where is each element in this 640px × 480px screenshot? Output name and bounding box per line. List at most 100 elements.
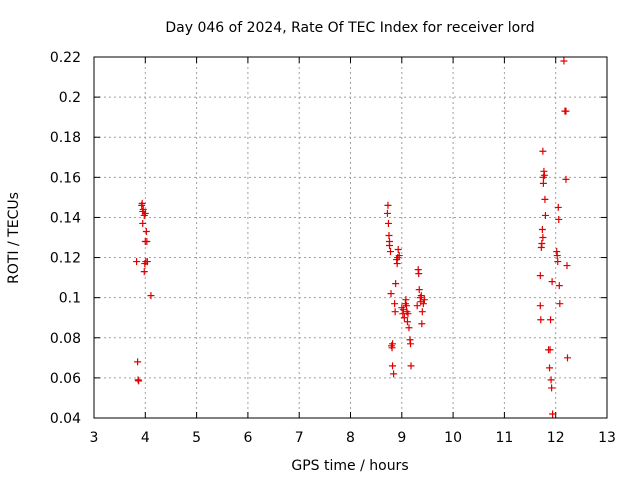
y-tick-label: 0.14	[50, 210, 81, 226]
data-point	[402, 302, 410, 310]
data-point	[539, 147, 547, 155]
data-point	[539, 234, 547, 241]
y-tick-label: 0.22	[50, 50, 81, 66]
data-point	[141, 209, 149, 217]
x-tick-label: 3	[90, 430, 99, 446]
data-point	[540, 171, 548, 179]
data-point	[390, 370, 398, 378]
x-tick-label: 9	[397, 430, 406, 446]
data-point	[387, 248, 395, 256]
data-point	[420, 296, 428, 304]
y-tick-label: 0.08	[50, 331, 81, 347]
data-point	[400, 314, 408, 322]
data-point	[546, 364, 554, 372]
x-tick-label: 6	[243, 430, 252, 446]
data-point	[417, 292, 425, 300]
data-point	[139, 205, 147, 213]
data-point	[554, 203, 562, 211]
data-point	[389, 362, 397, 370]
x-tick-label: 12	[547, 430, 565, 446]
data-point	[541, 211, 549, 219]
x-tick-labels: 3 4 5 6 7 8 9 10 11 12 13	[90, 430, 616, 446]
data-point	[539, 179, 547, 187]
data-point	[389, 340, 397, 348]
data-point	[536, 302, 544, 310]
data-point	[387, 290, 395, 298]
data-point	[147, 292, 155, 300]
data-point	[563, 354, 571, 362]
data-point	[413, 302, 421, 310]
y-tick-label: 0.18	[50, 130, 81, 146]
data-point	[139, 219, 147, 227]
y-tick-label: 0.12	[50, 251, 81, 267]
data-point	[405, 324, 413, 332]
data-point	[394, 246, 402, 254]
data-point	[407, 362, 415, 370]
data-point	[402, 296, 410, 304]
y-tick-label: 0.04	[50, 411, 81, 427]
x-tick-label: 8	[346, 430, 355, 446]
data-point	[419, 300, 427, 308]
data-point	[555, 282, 563, 290]
data-point	[548, 278, 556, 286]
data-point	[541, 195, 549, 203]
x-tick-label: 7	[295, 430, 304, 446]
y-tick-label: 0.16	[50, 170, 81, 186]
x-axis-label: GPS time / hours	[291, 458, 408, 474]
data-point	[134, 358, 142, 366]
data-point	[537, 316, 545, 324]
data-point	[384, 201, 392, 209]
x-tick-label: 13	[598, 430, 616, 446]
data-point	[415, 286, 423, 294]
data-point	[555, 215, 563, 223]
data-point	[547, 376, 555, 384]
y-axis-label: ROTI / TECUs	[6, 192, 22, 284]
data-point	[393, 260, 401, 268]
chart-title: Day 046 of 2024, Rate Of TEC Index for r…	[165, 20, 534, 36]
plot-frame	[93, 56, 608, 419]
data-points	[133, 57, 571, 418]
data-point	[415, 270, 423, 278]
data-point	[548, 384, 556, 392]
x-tick-label: 5	[192, 430, 201, 446]
data-point	[384, 219, 392, 227]
data-point	[553, 252, 561, 260]
data-point	[547, 316, 555, 324]
data-point	[538, 240, 546, 248]
data-point	[407, 340, 415, 348]
data-point	[538, 225, 546, 233]
data-point	[403, 318, 411, 326]
data-point	[392, 280, 400, 288]
data-point	[562, 107, 570, 115]
data-point	[140, 268, 148, 276]
x-tick-label: 10	[444, 430, 462, 446]
data-point	[383, 209, 391, 217]
data-point	[560, 57, 568, 65]
gridlines	[94, 57, 607, 418]
data-point	[143, 238, 151, 246]
data-point	[385, 231, 393, 239]
data-point	[554, 258, 562, 266]
y-tick-label: 0.06	[50, 371, 81, 387]
data-point	[135, 377, 143, 385]
data-point	[536, 272, 544, 280]
data-point	[418, 320, 426, 328]
data-point	[142, 227, 150, 235]
data-point	[546, 346, 554, 354]
data-point	[143, 258, 151, 266]
data-point	[418, 308, 426, 316]
data-point	[562, 175, 570, 183]
data-point	[404, 310, 412, 318]
x-tick-label: 11	[495, 430, 513, 446]
y-tick-label: 0.1	[59, 291, 81, 307]
y-tick-label: 0.2	[59, 90, 81, 106]
data-point	[133, 258, 141, 266]
data-point	[391, 300, 399, 308]
data-point	[138, 199, 146, 207]
data-point	[399, 306, 407, 314]
x-tick-label: 4	[141, 430, 150, 446]
data-point	[563, 262, 571, 270]
data-point	[549, 410, 557, 418]
